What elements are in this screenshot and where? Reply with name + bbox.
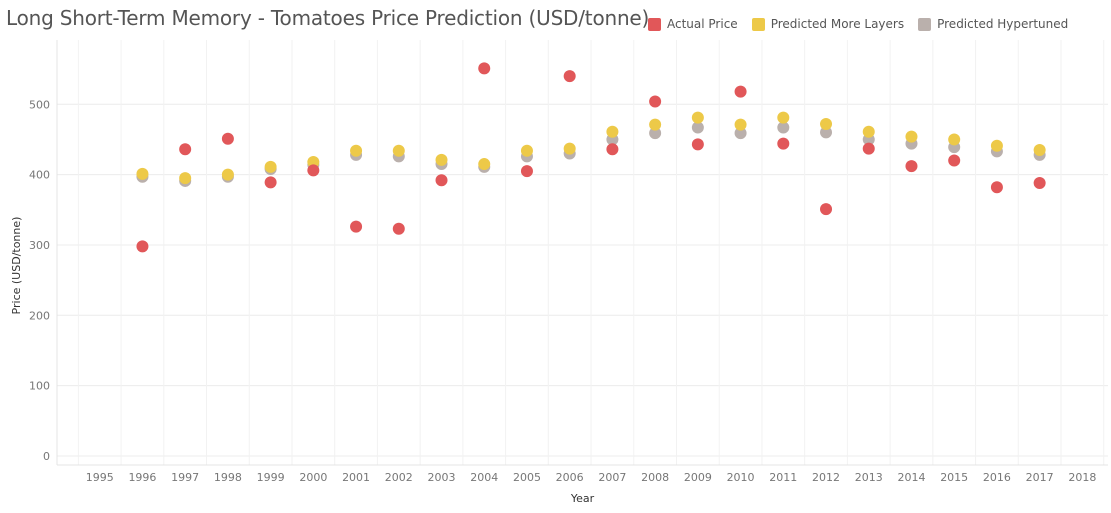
x-tick-label: 2002 (385, 471, 413, 484)
point-predicted-more-layers[interactable] (990, 139, 1003, 152)
x-tick-label: 2017 (1026, 471, 1054, 484)
y-tick-label: 300 (29, 239, 50, 252)
point-actual-price[interactable] (264, 176, 277, 189)
point-actual-price[interactable] (862, 142, 875, 155)
x-tick-label: 2009 (684, 471, 712, 484)
x-tick-labels: 1995 1996 1997 1998 1999 2000 2001 2002 2003 2004… (86, 471, 1097, 484)
point-predicted-more-layers[interactable] (179, 172, 192, 185)
point-predicted-more-layers[interactable] (563, 142, 576, 155)
point-actual-price[interactable] (820, 203, 833, 216)
x-tick-label: 1996 (128, 471, 156, 484)
legend: Actual Price Predicted More Layers Predi… (648, 17, 1082, 31)
x-tick-label: 1998 (214, 471, 242, 484)
point-predicted-more-layers[interactable] (734, 118, 747, 131)
x-tick-label: 1997 (171, 471, 199, 484)
point-predicted-more-layers[interactable] (221, 168, 234, 181)
x-tick-label: 2003 (428, 471, 456, 484)
chart-title: Long Short-Term Memory - Tomatoes Price … (6, 6, 650, 30)
legend-swatch-predicted-hypertuned (918, 17, 932, 31)
point-actual-price[interactable] (649, 95, 662, 108)
x-tick-label: 2000 (299, 471, 327, 484)
gridlines (56, 40, 1108, 466)
point-predicted-more-layers[interactable] (691, 111, 704, 124)
point-predicted-more-layers[interactable] (905, 130, 918, 143)
y-tick-label: 200 (29, 309, 50, 322)
x-tick-label: 2013 (855, 471, 883, 484)
point-predicted-more-layers[interactable] (435, 153, 448, 166)
point-actual-price[interactable] (307, 164, 320, 177)
point-predicted-hypertuned[interactable] (691, 121, 704, 134)
y-tick-label: 0 (43, 450, 50, 463)
point-predicted-more-layers[interactable] (392, 144, 405, 157)
y-tick-label: 100 (29, 380, 50, 393)
point-predicted-more-layers[interactable] (136, 167, 149, 180)
point-predicted-more-layers[interactable] (606, 125, 619, 138)
x-tick-label: 2010 (727, 471, 755, 484)
point-actual-price[interactable] (520, 165, 533, 178)
legend-swatch-predicted-more-layers (751, 17, 765, 31)
legend-label-predicted-more-layers: Predicted More Layers (770, 17, 905, 31)
point-actual-price[interactable] (563, 70, 576, 83)
x-tick-label: 2012 (812, 471, 840, 484)
data-points (136, 62, 1046, 253)
point-actual-price[interactable] (221, 132, 234, 145)
point-predicted-hypertuned[interactable] (734, 127, 747, 140)
point-actual-price[interactable] (179, 143, 192, 156)
point-actual-price[interactable] (948, 154, 961, 167)
point-actual-price[interactable] (905, 160, 918, 173)
point-actual-price[interactable] (1033, 177, 1046, 190)
point-predicted-hypertuned[interactable] (777, 121, 790, 134)
point-actual-price[interactable] (734, 85, 747, 98)
point-actual-price[interactable] (136, 240, 149, 253)
point-actual-price[interactable] (606, 143, 619, 156)
point-actual-price[interactable] (392, 222, 405, 235)
point-predicted-more-layers[interactable] (948, 133, 961, 146)
legend-item-predicted-hypertuned[interactable]: Predicted Hypertuned (918, 17, 1068, 31)
x-axis-title: Year (570, 492, 595, 505)
y-tick-labels: 0 100 200 300 400 500 (29, 98, 50, 463)
legend-item-predicted-more-layers[interactable]: Predicted More Layers (751, 17, 905, 31)
legend-label-predicted-hypertuned: Predicted Hypertuned (937, 17, 1069, 31)
x-tick-label: 2005 (513, 471, 541, 484)
x-tick-label: 1995 (86, 471, 114, 484)
point-predicted-more-layers[interactable] (264, 160, 277, 173)
point-predicted-more-layers[interactable] (820, 117, 833, 130)
x-tick-label: 2001 (342, 471, 370, 484)
point-predicted-more-layers[interactable] (862, 125, 875, 138)
x-tick-label: 1999 (257, 471, 285, 484)
point-predicted-more-layers[interactable] (777, 111, 790, 124)
point-actual-price[interactable] (435, 174, 448, 187)
point-predicted-more-layers[interactable] (350, 144, 363, 157)
point-predicted-hypertuned[interactable] (820, 126, 833, 139)
x-tick-label: 2018 (1068, 471, 1096, 484)
y-tick-label: 400 (29, 169, 50, 182)
x-tick-label: 2016 (983, 471, 1011, 484)
point-actual-price[interactable] (478, 62, 491, 75)
point-predicted-more-layers[interactable] (649, 118, 662, 131)
point-actual-price[interactable] (777, 137, 790, 150)
legend-item-actual-price[interactable]: Actual Price (648, 17, 738, 31)
point-predicted-more-layers[interactable] (520, 144, 533, 157)
x-tick-label: 2015 (940, 471, 968, 484)
point-predicted-hypertuned[interactable] (649, 127, 662, 140)
point-predicted-more-layers[interactable] (307, 155, 320, 168)
legend-label-actual-price: Actual Price (667, 17, 738, 31)
point-actual-price[interactable] (350, 220, 363, 233)
x-tick-label: 2011 (769, 471, 797, 484)
x-tick-label: 2008 (641, 471, 669, 484)
point-predicted-more-layers[interactable] (478, 158, 491, 171)
legend-swatch-actual-price (648, 17, 661, 31)
x-tick-label: 2007 (598, 471, 626, 484)
x-tick-label: 2004 (470, 471, 498, 484)
y-tick-label: 500 (29, 98, 50, 111)
x-tick-label: 2014 (897, 471, 925, 484)
y-axis-title: Price (USD/tonne) (10, 217, 23, 315)
x-tick-label: 2006 (556, 471, 584, 484)
point-predicted-more-layers[interactable] (1033, 143, 1046, 156)
point-actual-price[interactable] (691, 138, 704, 151)
point-actual-price[interactable] (990, 181, 1003, 194)
